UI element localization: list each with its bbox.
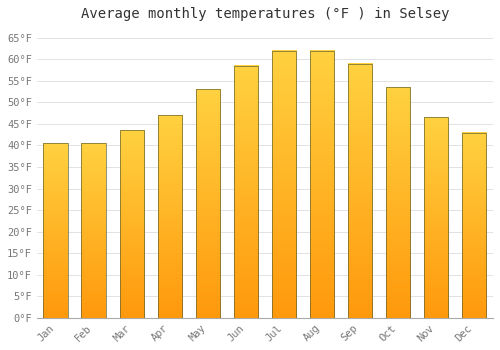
Bar [386,87,410,318]
Title: Average monthly temperatures (°F ) in Selsey: Average monthly temperatures (°F ) in Se… [80,7,449,21]
Bar [462,133,486,318]
Bar [310,51,334,318]
Bar [272,51,296,318]
Bar [82,143,106,318]
Bar [196,89,220,318]
Bar [120,130,144,318]
Bar [44,143,68,318]
Bar [348,64,372,318]
Bar [424,117,448,318]
Bar [158,115,182,318]
Bar [234,66,258,318]
